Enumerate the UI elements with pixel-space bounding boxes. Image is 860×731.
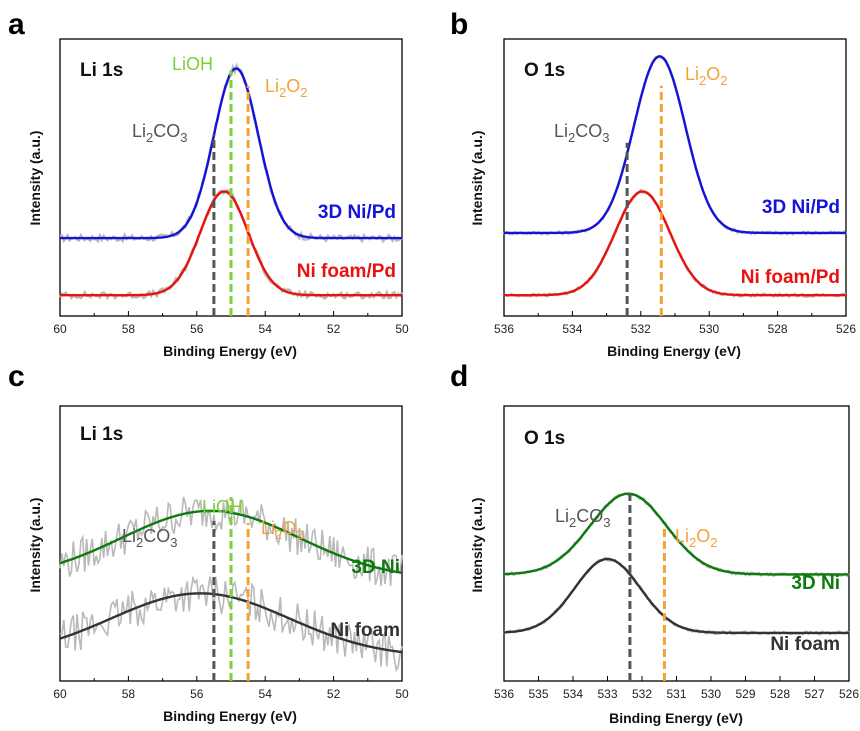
x-tick-label: 50 [395, 322, 409, 336]
series-line-ni-foam [503, 557, 849, 635]
reference-label-li2o2: Li2O2 [675, 526, 718, 550]
x-tick-label: 52 [327, 687, 341, 701]
panel-c: 60 58 56 54 52 50 3D Ni Ni foam Li2CO3 LiOH Li2O2 [53, 405, 409, 701]
x-tick-label: 50 [395, 687, 409, 701]
x-tick-label: 58 [122, 322, 136, 336]
x-axis-label-d: Binding Energy (eV) [609, 710, 743, 726]
x-tick-label: 528 [768, 322, 788, 336]
reference-label-li2co3: Li2CO3 [554, 121, 609, 145]
panel-letter-c: c [8, 360, 25, 393]
reference-label-lioh: LiOH [172, 54, 213, 74]
x-tick-label: 534 [562, 322, 582, 336]
panel-letter-a: a [8, 8, 25, 41]
x-axis-label-c: Binding Energy (eV) [163, 708, 297, 724]
series-label: 3D Ni/Pd [318, 202, 396, 223]
panel-d: 536 535 534 533 532 531 530 529 528 527 526 3D Ni Ni… [494, 405, 859, 701]
panel-letter-d: d [450, 360, 468, 393]
y-axis-label-d: Intensity (a.u.) [469, 498, 485, 593]
series-label: Ni foam [330, 620, 400, 641]
x-tick-label: 526 [839, 687, 859, 701]
x-tick-label: 54 [259, 322, 273, 336]
x-tick-label: 52 [327, 322, 341, 336]
reference-label-li2o2: Li2O2 [685, 64, 728, 88]
reference-label-li2co3: Li2CO3 [132, 121, 187, 145]
x-tick-label: 528 [770, 687, 790, 701]
x-tick-label: 530 [701, 687, 721, 701]
x-tick-label: 56 [190, 687, 204, 701]
x-tick-label: 535 [528, 687, 548, 701]
x-tick-label: 532 [631, 322, 651, 336]
series-label: Ni foam/Pd [297, 261, 396, 282]
x-tick-label: 530 [699, 322, 719, 336]
x-tick-label: 54 [259, 687, 273, 701]
reference-label-li2co3: Li2CO3 [122, 526, 177, 550]
x-tick-label: 533 [597, 687, 617, 701]
x-tick-label: 56 [190, 322, 204, 336]
series-label: 3D Ni [791, 573, 840, 594]
x-tick-label: 527 [804, 687, 824, 701]
core-label-d: O 1s [524, 428, 565, 449]
x-tick-label: 58 [122, 687, 136, 701]
panel-b: 536 534 532 530 528 526 3D Ni/Pd Ni foam/Pd Li2C… [494, 38, 856, 336]
x-axis-label-b: Binding Energy (eV) [607, 343, 741, 359]
core-label-a: Li 1s [80, 60, 123, 81]
series-label: Ni foam [770, 634, 840, 655]
x-tick-label: 536 [494, 687, 514, 701]
x-tick-label: 531 [666, 687, 686, 701]
series-label: Ni foam/Pd [741, 267, 840, 288]
panel-a: 60 58 56 54 52 50 3D Ni/Pd Ni foam/Pd Li2CO3 LiOH… [53, 38, 409, 336]
core-label-b: O 1s [524, 60, 565, 81]
series-line-3d-ni [503, 492, 849, 576]
series-line-ni-foam-pd [504, 190, 846, 297]
reference-label-lioh: LiOH [202, 497, 243, 517]
reference-label-li2co3: Li2CO3 [555, 506, 610, 530]
x-tick-label: 532 [632, 687, 652, 701]
x-axis-label-a: Binding Energy (eV) [163, 343, 297, 359]
x-tick-label: 60 [53, 322, 67, 336]
core-label-c: Li 1s [80, 424, 123, 445]
y-axis-label-b: Intensity (a.u.) [469, 131, 485, 226]
reference-label-li2o2: Li2O2 [265, 76, 308, 100]
raw-trace-ni-foam [503, 556, 850, 636]
x-tick-label: 534 [563, 687, 583, 701]
x-tick-label: 526 [836, 322, 856, 336]
panel-letter-b: b [450, 8, 468, 41]
x-tick-label: 529 [735, 687, 755, 701]
x-tick-label: 536 [494, 322, 514, 336]
y-axis-label-a: Intensity (a.u.) [27, 131, 43, 226]
series-line-3d-ni-pd [504, 55, 846, 235]
y-axis-label-c: Intensity (a.u.) [27, 498, 43, 593]
series-label: 3D Ni/Pd [762, 197, 840, 218]
series-label: 3D Ni [351, 557, 400, 578]
x-tick-label: 60 [53, 687, 67, 701]
reference-label-li2o2: Li2O2 [261, 518, 304, 542]
